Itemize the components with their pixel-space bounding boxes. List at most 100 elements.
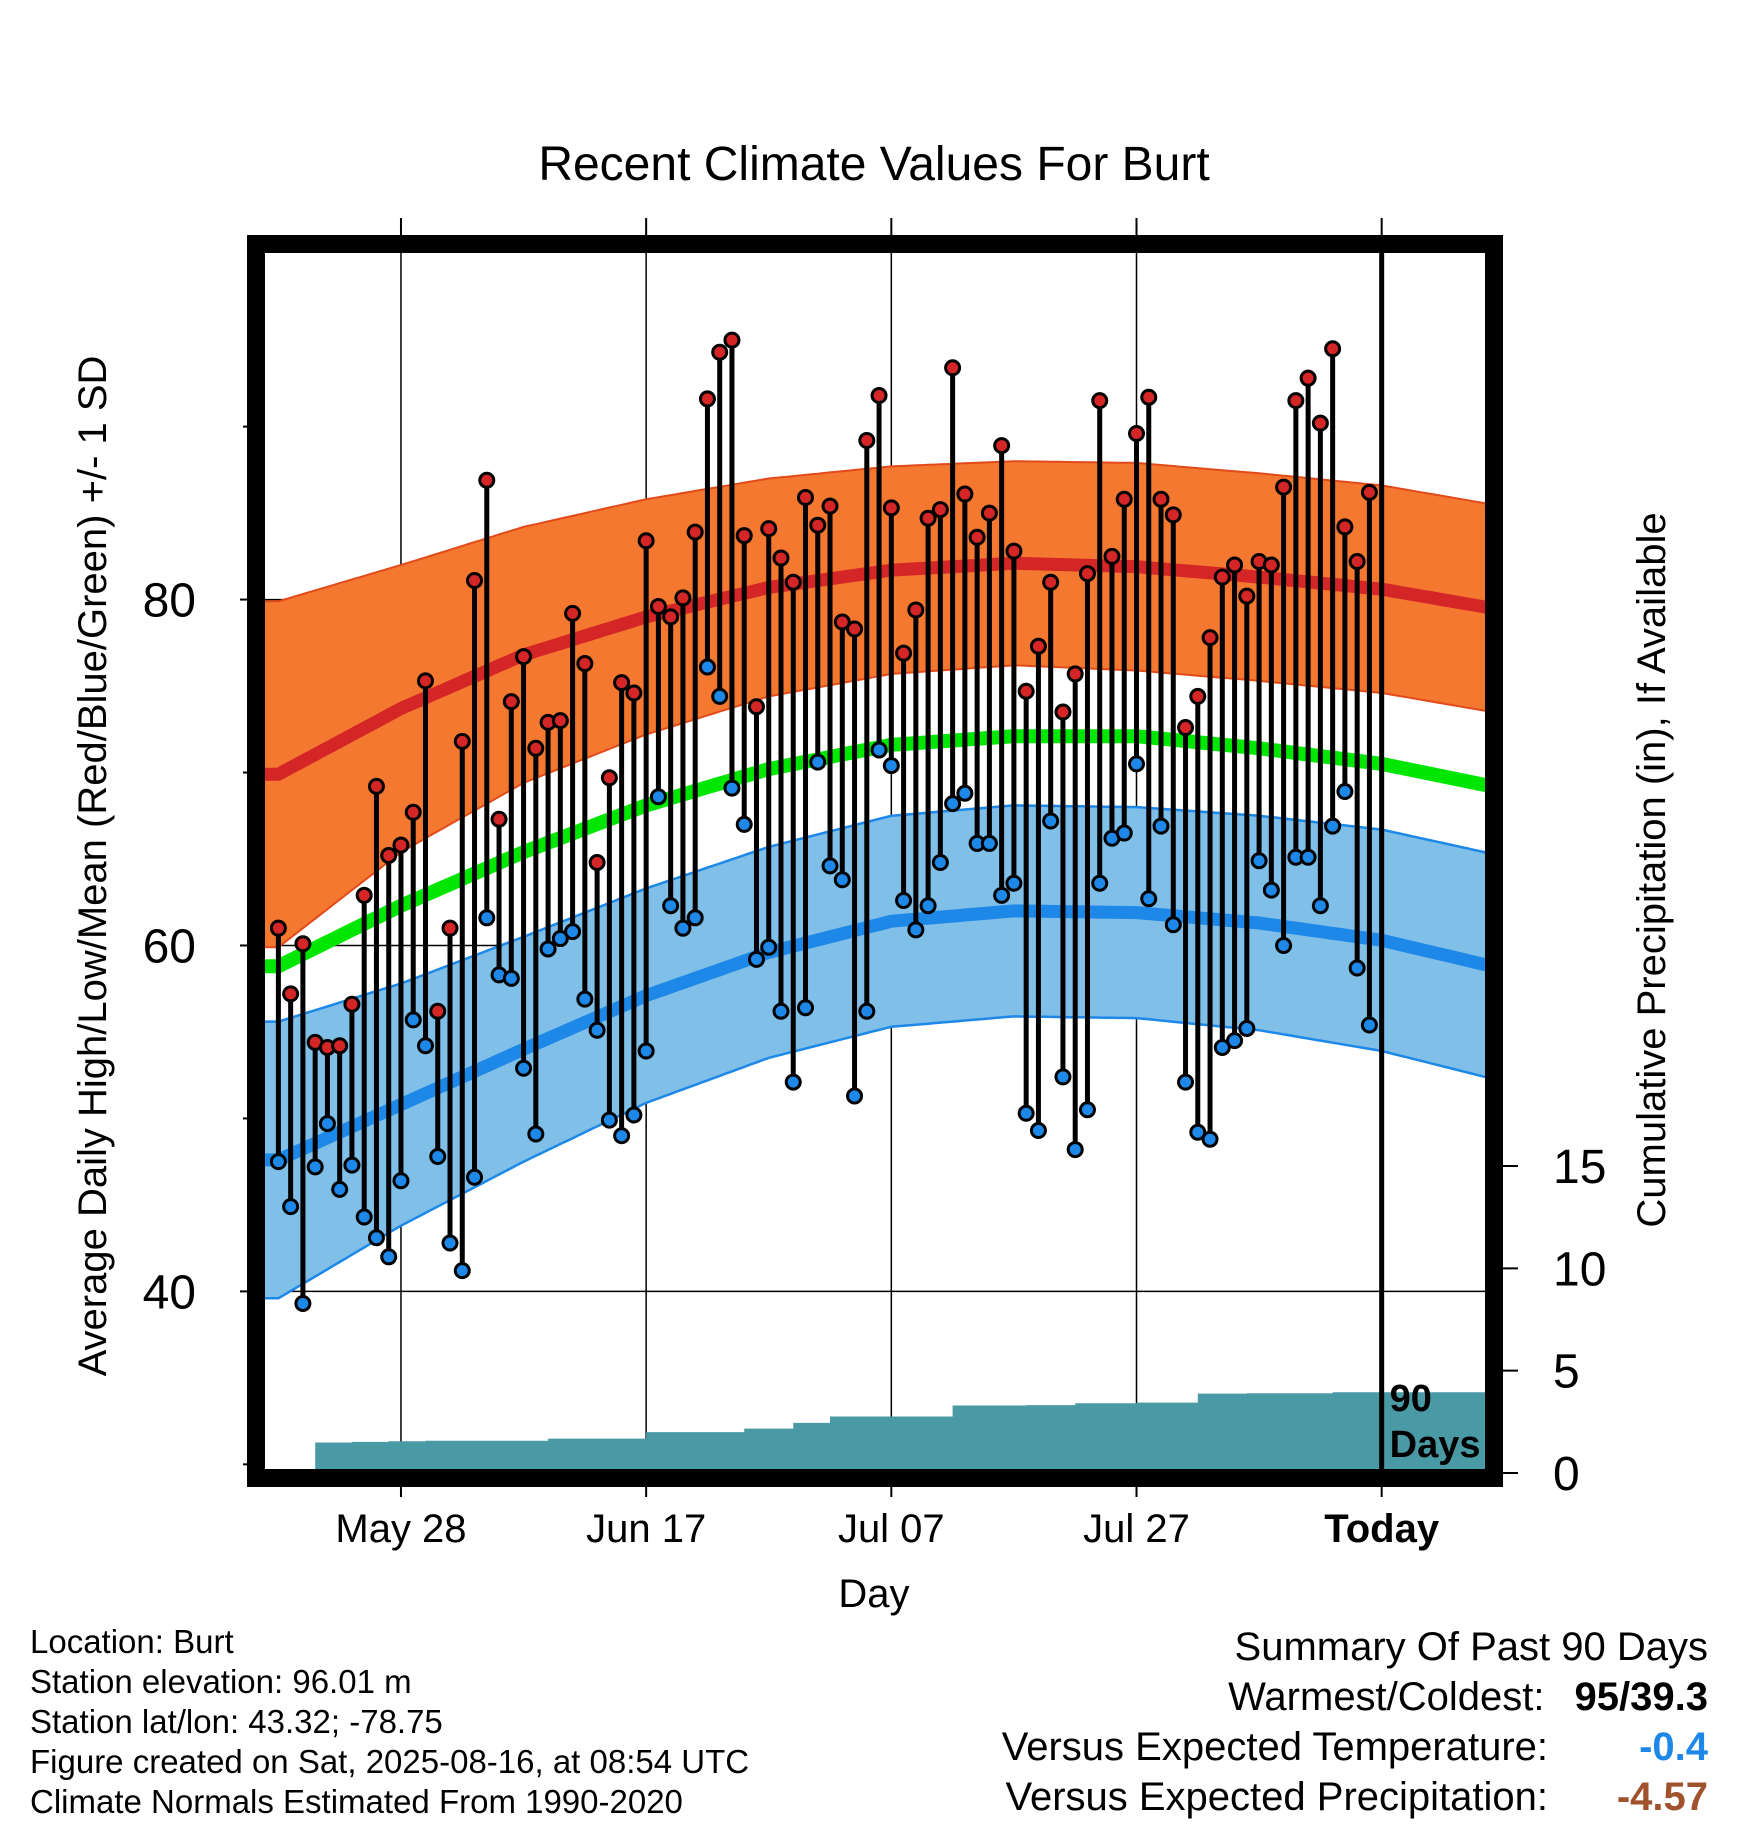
x-tick-label: Jul 07 (838, 1507, 945, 1551)
obs-low-point (1177, 1073, 1195, 1091)
obs-low-point (1140, 890, 1158, 908)
obs-low-point (797, 999, 815, 1017)
obs-high-point (453, 732, 471, 750)
obs-low-point (686, 909, 704, 927)
obs-low-point (723, 779, 741, 797)
high-sd-band (260, 460, 1492, 949)
obs-high-point (686, 523, 704, 541)
obs-low-point (711, 687, 729, 705)
obs-high-point (1360, 483, 1378, 501)
obs-low-point (1029, 1122, 1047, 1140)
today-marker-label-2: Days (1390, 1424, 1481, 1466)
obs-high-point (1066, 665, 1084, 683)
x-tick-label: May 28 (335, 1507, 466, 1551)
obs-low-point (306, 1158, 324, 1176)
obs-high-point (282, 985, 300, 1003)
obs-high-point (1140, 388, 1158, 406)
obs-high-point (1311, 414, 1329, 432)
x-tick-label: Jul 27 (1083, 1507, 1190, 1551)
obs-low-point (1250, 852, 1268, 870)
obs-low-point (453, 1262, 471, 1280)
obs-low-point (784, 1073, 802, 1091)
obs-high-point (1226, 556, 1244, 574)
obs-low-point (1336, 783, 1354, 801)
obs-high-point (600, 769, 618, 787)
obs-high-point (1189, 687, 1207, 705)
obs-high-point (809, 516, 827, 534)
obs-high-point (797, 489, 815, 507)
obs-low-point (355, 1208, 373, 1226)
obs-high-point (1042, 573, 1060, 591)
y2-tick-label: 0 (1553, 1448, 1580, 1501)
obs-high-point (747, 698, 765, 716)
obs-low-point (1348, 959, 1366, 977)
obs-low-point (870, 741, 888, 759)
x-axis-label: Day (838, 1572, 909, 1616)
obs-low-point (551, 930, 569, 948)
obs-low-point (980, 834, 998, 852)
temp-anomaly-value: -0.4 (1639, 1725, 1708, 1769)
normal-low-line (260, 904, 1492, 1167)
obs-low-point (735, 815, 753, 833)
y-tick-label: 40 (143, 1266, 196, 1319)
temp-anomaly-label: Versus Expected Temperature: (1001, 1725, 1548, 1769)
obs-low-point (269, 1153, 287, 1171)
obs-low-point (637, 1042, 655, 1060)
obs-low-point (993, 886, 1011, 904)
obs-high-point (404, 803, 422, 821)
obs-low-point (1311, 897, 1329, 915)
y-tick-label: 80 (143, 575, 196, 628)
obs-high-point (343, 995, 361, 1013)
obs-high-point (613, 674, 631, 692)
obs-low-point (466, 1168, 484, 1186)
obs-high-point (1054, 703, 1072, 721)
obs-low-point (282, 1198, 300, 1216)
summary-title: Summary Of Past 90 Days (1234, 1625, 1708, 1669)
obs-high-point (380, 847, 398, 865)
obs-low-point (1091, 874, 1109, 892)
obs-high-point (392, 836, 410, 854)
obs-low-point (919, 897, 937, 915)
obs-low-point (539, 940, 557, 958)
y2-tick-label: 15 (1553, 1141, 1606, 1194)
warmest-value: 95/39.3 (1574, 1675, 1708, 1719)
obs-high-point (1091, 392, 1109, 410)
created-text: Figure created on Sat, 2025-08-16, at 08… (30, 1743, 750, 1780)
obs-high-point (294, 935, 312, 953)
obs-low-point (318, 1115, 336, 1133)
obs-low-point (1017, 1104, 1035, 1122)
elevation-text: Station elevation: 96.01 m (30, 1663, 412, 1700)
obs-low-point (404, 1011, 422, 1029)
obs-low-point (576, 990, 594, 1008)
obs-high-point (576, 655, 594, 673)
obs-high-point (1152, 490, 1170, 508)
obs-low-point (698, 658, 716, 676)
obs-high-point (735, 527, 753, 545)
obs-low-point (846, 1087, 864, 1105)
obs-high-point (944, 359, 962, 377)
obs-high-point (1103, 547, 1121, 565)
obs-high-point (711, 343, 729, 361)
y2-tick-label: 10 (1553, 1243, 1606, 1296)
latlon-text: Station lat/lon: 43.32; -78.75 (30, 1703, 443, 1740)
obs-high-point (723, 331, 741, 349)
climate-chart: Recent Climate Values For Burt 90 Days 4… (71, 138, 1674, 1616)
obs-low-point (809, 753, 827, 771)
obs-high-point (931, 501, 949, 519)
obs-high-point (1164, 506, 1182, 524)
obs-high-point (882, 499, 900, 517)
y2-axis-label: Cumulative Precipitation (in), If Availa… (1630, 512, 1674, 1227)
obs-high-point (367, 777, 385, 795)
obs-high-point (846, 620, 864, 638)
obs-low-point (392, 1172, 410, 1190)
obs-high-point (416, 672, 434, 690)
chart-title: Recent Climate Values For Burt (538, 138, 1209, 191)
obs-high-point (662, 608, 680, 626)
obs-high-point (1177, 719, 1195, 737)
obs-low-point (1078, 1101, 1096, 1119)
obs-high-point (1324, 340, 1342, 358)
y-axis-label: Average Daily High/Low/Mean (Red/Blue/Gr… (71, 356, 115, 1377)
normal-high-line (260, 556, 1492, 781)
obs-low-point (1005, 874, 1023, 892)
obs-high-point (698, 390, 716, 408)
